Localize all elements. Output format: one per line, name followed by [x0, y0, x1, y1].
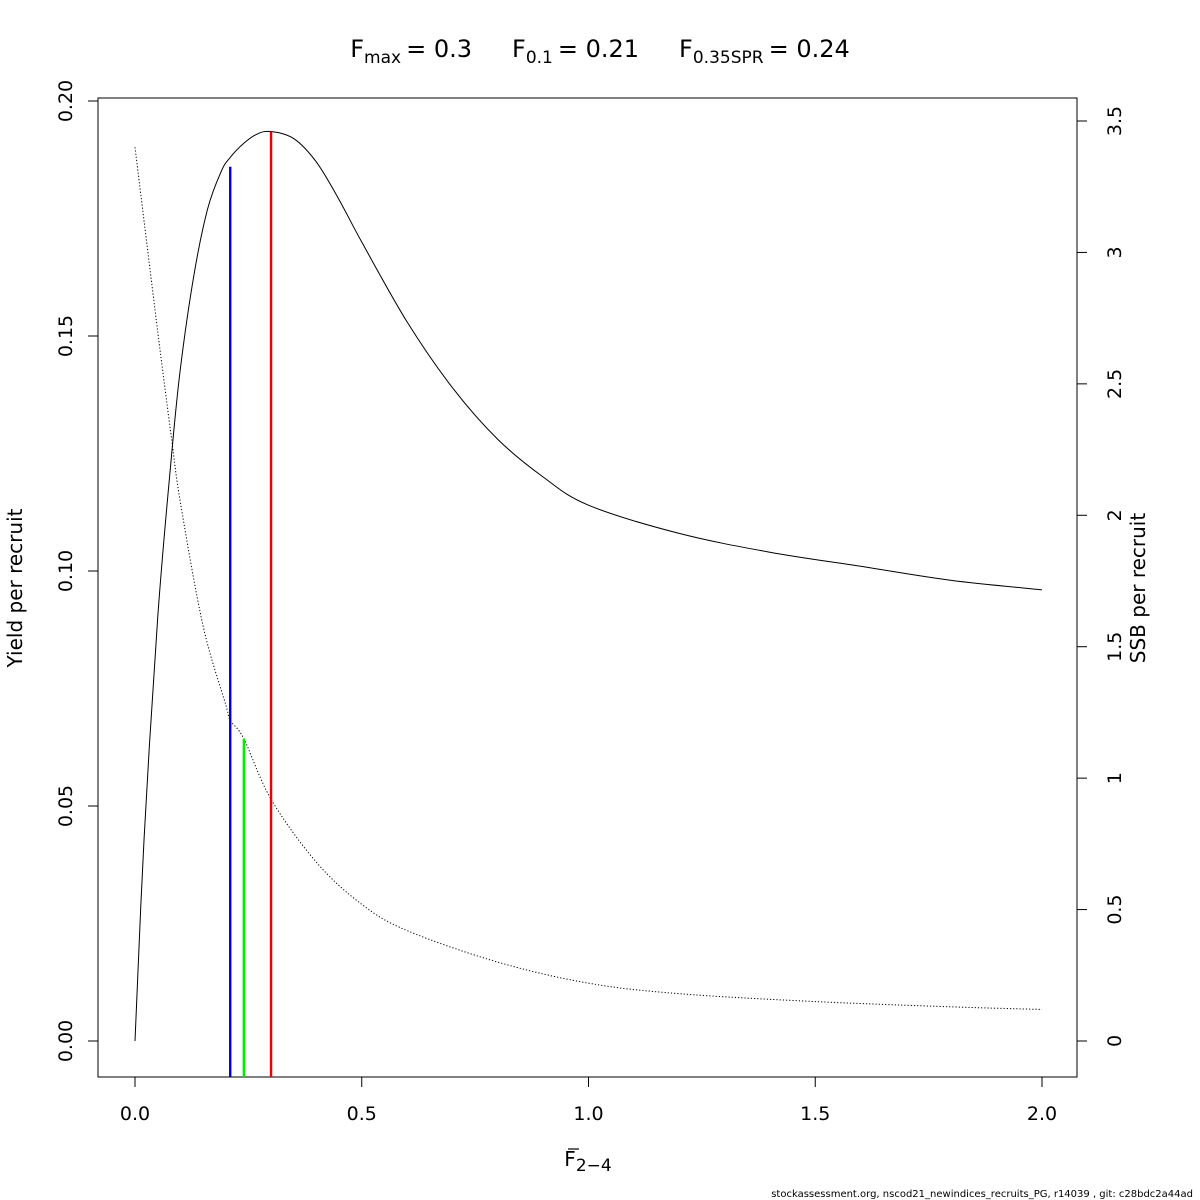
y-right-tick-label-6: 3: [1104, 246, 1126, 258]
x-tick-label-1: 0.5: [347, 1103, 377, 1125]
y-left-tick-label-0: 0.00: [55, 1020, 77, 1062]
series-layer: [134, 130, 1043, 1042]
fmax-subscript: max: [364, 48, 401, 68]
y-left-axis-title: Yield per recruit: [3, 508, 27, 668]
left-y-axis: 0.00 0.05 0.10 0.15 0.20: [55, 80, 98, 1062]
fmax-value: = 0.3: [406, 35, 472, 63]
y-right-tick-label-4: 2: [1104, 509, 1126, 521]
y-left-tick-label-3: 0.15: [55, 315, 77, 357]
y-left-tick-label-1: 0.05: [55, 785, 77, 827]
y-right-tick-label-1: 0.5: [1104, 894, 1126, 924]
y-right-axis-title: SSB per recruit: [1126, 513, 1150, 664]
x-axis-title-symbol: F: [564, 1147, 576, 1171]
x-axis-title: F2−4: [564, 1147, 611, 1176]
f01-symbol: F: [512, 35, 526, 63]
chart-title: Fmax = 0.3 F0.1 = 0.21 F0.35SPR = 0.24: [350, 35, 850, 68]
f01-value: = 0.21: [558, 35, 639, 63]
x-tick-label-3: 1.5: [800, 1103, 830, 1125]
plot-frame: [97, 97, 1078, 1078]
y-left-tick-label-2: 0.10: [55, 550, 77, 592]
footer-credit: stockassessment.org, nscod21_newindices_…: [771, 1189, 1193, 1200]
x-tick-label-2: 1.0: [573, 1103, 603, 1125]
y-right-tick-label-7: 3.5: [1104, 106, 1126, 136]
x-axis: 0.0 0.5 1.0 1.5 2.0: [120, 1077, 1057, 1125]
y-right-tick-label-0: 0: [1104, 1035, 1126, 1047]
y-right-tick-label-3: 1.5: [1104, 632, 1126, 662]
x-axis-title-subscript: 2−4: [576, 1156, 612, 1176]
f01-subscript: 0.1: [526, 48, 553, 68]
yield-per-recruit-line: [134, 130, 1043, 1042]
ssb-per-recruit-line: [134, 147, 1043, 1010]
y-right-tick-label-2: 1: [1104, 772, 1126, 784]
fmax-symbol: F: [350, 35, 364, 63]
right-y-axis: 0 0.5 1 1.5 2 2.5 3 3.5: [1077, 106, 1126, 1047]
y-left-tick-label-4: 0.20: [55, 80, 77, 122]
x-tick-label-4: 2.0: [1027, 1103, 1057, 1125]
x-tick-label-0: 0.0: [120, 1103, 150, 1125]
reference-lines-layer: [229, 131, 273, 1077]
fspr-value: = 0.24: [769, 35, 850, 63]
fspr-symbol: F: [679, 35, 693, 63]
y-right-tick-label-5: 2.5: [1104, 369, 1126, 399]
fspr-subscript: 0.35SPR: [693, 48, 764, 68]
